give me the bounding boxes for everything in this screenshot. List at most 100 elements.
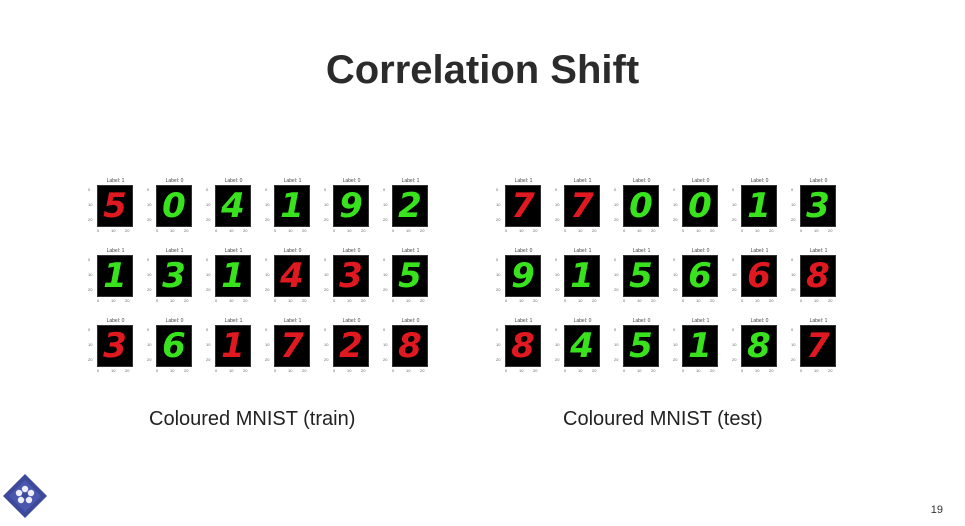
digit-label: Label: 0 xyxy=(401,318,420,324)
x-tick-label: 20 xyxy=(420,368,425,373)
x-tick-labels: 0 10 20 xyxy=(215,298,251,304)
y-tick-label: 10 xyxy=(147,272,152,277)
x-tick-labels: 0 10 20 xyxy=(623,368,659,374)
y-tick-label: 10 xyxy=(88,202,93,207)
x-tick-labels: 0 10 20 xyxy=(682,298,718,304)
y-tick-label: 10 xyxy=(88,342,93,347)
x-tick-label: 10 xyxy=(519,368,524,373)
x-tick-labels: 0 10 20 xyxy=(274,228,310,234)
digit-label: Label: 0 xyxy=(342,248,361,254)
x-tick-labels: 0 10 20 xyxy=(333,228,369,234)
digit-glyph: 8 xyxy=(806,256,830,296)
digit-label: Label: 1 xyxy=(573,178,592,184)
y-tick-label: 10 xyxy=(496,342,501,347)
digit-glyph: 4 xyxy=(570,326,594,366)
digit-image: 1 xyxy=(741,185,777,227)
x-tick-label: 10 xyxy=(111,368,116,373)
y-tick-label: 20 xyxy=(147,357,152,362)
x-tick-labels: 0 10 20 xyxy=(392,298,428,304)
y-tick-label: 0 xyxy=(324,257,327,262)
digit-image: 6 xyxy=(741,255,777,297)
x-tick-label: 0 xyxy=(564,298,567,303)
x-tick-label: 10 xyxy=(170,298,175,303)
digit-image: 4 xyxy=(274,255,310,297)
x-tick-label: 0 xyxy=(392,368,395,373)
test-digit-grid: Label: 1 0 10 20 7 0 10 20 Label: 1 0 10 20 7 0 10 20 La… xyxy=(494,178,848,388)
x-tick-label: 0 xyxy=(682,368,685,373)
x-tick-labels: 0 10 20 xyxy=(97,228,133,234)
x-tick-label: 0 xyxy=(505,228,508,233)
digit-image: 4 xyxy=(215,185,251,227)
x-tick-label: 20 xyxy=(302,368,307,373)
y-tick-label: 10 xyxy=(673,272,678,277)
x-tick-labels: 0 10 20 xyxy=(274,298,310,304)
x-tick-label: 10 xyxy=(814,368,819,373)
digit-label: Label: 0 xyxy=(342,318,361,324)
x-tick-label: 20 xyxy=(710,298,715,303)
train-caption: Coloured MNIST (train) xyxy=(149,408,356,430)
digit-cell: Label: 0 0 10 20 6 0 10 20 xyxy=(145,318,204,388)
x-tick-label: 20 xyxy=(184,228,189,233)
digit-glyph: 7 xyxy=(570,186,594,226)
y-tick-label: 0 xyxy=(206,257,209,262)
x-tick-label: 20 xyxy=(828,368,833,373)
x-tick-label: 0 xyxy=(215,368,218,373)
digit-image: 7 xyxy=(274,325,310,367)
digit-label: Label: 1 xyxy=(691,318,710,324)
y-tick-label: 20 xyxy=(732,357,737,362)
x-tick-label: 0 xyxy=(682,298,685,303)
y-tick-labels: 0 10 20 xyxy=(383,257,391,297)
y-tick-label: 20 xyxy=(383,357,388,362)
x-tick-label: 0 xyxy=(741,298,744,303)
digit-glyph: 3 xyxy=(103,326,127,366)
digit-cell: Label: 1 0 10 20 1 0 10 20 xyxy=(86,248,145,318)
x-tick-label: 20 xyxy=(651,228,656,233)
train-panel: Label: 1 0 10 20 5 0 10 20 Label: 0 0 10 20 0 0 10 20 La… xyxy=(86,178,440,388)
y-tick-labels: 0 10 20 xyxy=(614,187,622,227)
x-tick-label: 10 xyxy=(229,368,234,373)
x-tick-label: 0 xyxy=(564,228,567,233)
y-tick-label: 20 xyxy=(673,217,678,222)
digit-glyph: 5 xyxy=(398,256,422,296)
digit-label: Label: 1 xyxy=(809,248,828,254)
digit-glyph: 1 xyxy=(221,326,245,366)
digit-label: Label: 1 xyxy=(224,318,243,324)
y-tick-labels: 0 10 20 xyxy=(496,257,504,297)
digit-cell: Label: 0 0 10 20 5 0 10 20 xyxy=(612,318,671,388)
y-tick-label: 10 xyxy=(791,272,796,277)
x-tick-label: 0 xyxy=(741,368,744,373)
digit-label: Label: 1 xyxy=(283,178,302,184)
digit-glyph: 3 xyxy=(806,186,830,226)
y-tick-label: 10 xyxy=(555,202,560,207)
x-tick-label: 20 xyxy=(243,298,248,303)
x-tick-label: 10 xyxy=(519,298,524,303)
digit-glyph: 4 xyxy=(280,256,304,296)
y-tick-label: 10 xyxy=(732,272,737,277)
digit-label: Label: 1 xyxy=(809,318,828,324)
y-tick-label: 0 xyxy=(88,327,91,332)
y-tick-label: 0 xyxy=(555,327,558,332)
digit-label: Label: 0 xyxy=(165,178,184,184)
x-tick-label: 0 xyxy=(97,368,100,373)
x-tick-label: 20 xyxy=(361,368,366,373)
x-tick-label: 10 xyxy=(637,368,642,373)
y-tick-label: 10 xyxy=(265,272,270,277)
digit-label: Label: 0 xyxy=(691,178,710,184)
x-tick-labels: 0 10 20 xyxy=(215,228,251,234)
x-tick-label: 10 xyxy=(696,368,701,373)
x-tick-label: 10 xyxy=(755,228,760,233)
y-tick-label: 10 xyxy=(496,202,501,207)
y-tick-labels: 0 10 20 xyxy=(206,187,214,227)
y-tick-label: 20 xyxy=(791,357,796,362)
digit-cell: Label: 0 0 10 20 9 0 10 20 xyxy=(322,178,381,248)
y-tick-label: 0 xyxy=(147,327,150,332)
y-tick-label: 10 xyxy=(206,202,211,207)
x-tick-label: 0 xyxy=(215,228,218,233)
x-tick-label: 10 xyxy=(111,228,116,233)
x-tick-label: 10 xyxy=(578,368,583,373)
digit-image: 9 xyxy=(333,185,369,227)
digit-image: 8 xyxy=(505,325,541,367)
y-tick-label: 10 xyxy=(324,202,329,207)
x-tick-label: 0 xyxy=(564,368,567,373)
digit-cell: Label: 1 0 10 20 1 0 10 20 xyxy=(263,178,322,248)
